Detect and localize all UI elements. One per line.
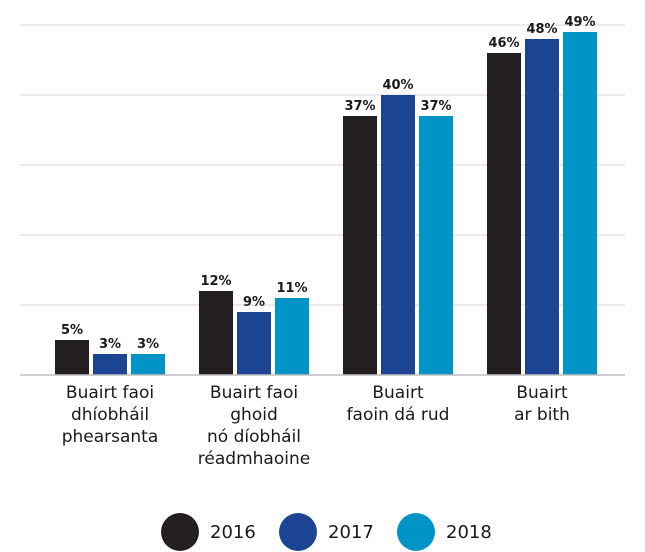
data-label-2017-4: 48% [526,22,557,37]
bar-2016-1 [55,340,89,375]
data-label-2017-1: 3% [99,337,121,352]
bar-2016-2 [199,291,233,375]
legend-swatch-2017 [279,513,317,551]
data-label-2018-3: 37% [420,99,451,114]
bar-2016-3 [343,116,377,375]
category-label-4: Buairt ar bith [514,383,570,425]
bar-2018-2 [275,298,309,375]
legend-label-2018: 2018 [446,522,492,543]
data-labels: 5% 3% 3% 12% 9% 11% 37% 40% 37% 46% 48% 49% [61,15,596,352]
gridlines [20,24,625,306]
data-label-2018-4: 49% [564,15,595,30]
legend-label-2017: 2017 [328,522,374,543]
data-label-2016-3: 37% [344,99,375,114]
category-labels: Buairt faoi dhíobháil phearsanta Buairt fao… [62,383,570,469]
legend-swatch-2016 [161,513,199,551]
legend-swatch-2018 [397,513,435,551]
data-label-2017-2: 9% [243,295,265,310]
data-label-2016-4: 46% [488,36,519,51]
category-label-1: Buairt faoi dhíobháil phearsanta [62,383,159,447]
bar-2016-4 [487,53,521,375]
bar-2018-4 [563,32,597,375]
data-label-2018-1: 3% [137,337,159,352]
category-label-2: Buairt faoi ghoid nó díobháil réadmhaoine [198,383,310,469]
bar-2017-4 [525,39,559,375]
bar-2018-3 [419,116,453,375]
bar-2018-1 [131,354,165,375]
bar-2017-3 [381,95,415,375]
data-label-2016-1: 5% [61,323,83,338]
category-label-3: Buairt faoin dá rud [347,383,450,425]
legend-label-2016: 2016 [210,522,256,543]
data-label-2017-3: 40% [382,78,413,93]
legend: 2016 2017 2018 [161,513,492,551]
bar-2017-1 [93,354,127,375]
bars [55,32,597,375]
data-label-2018-2: 11% [276,281,307,296]
data-label-2016-2: 12% [200,274,231,289]
bar-2017-2 [237,312,271,375]
